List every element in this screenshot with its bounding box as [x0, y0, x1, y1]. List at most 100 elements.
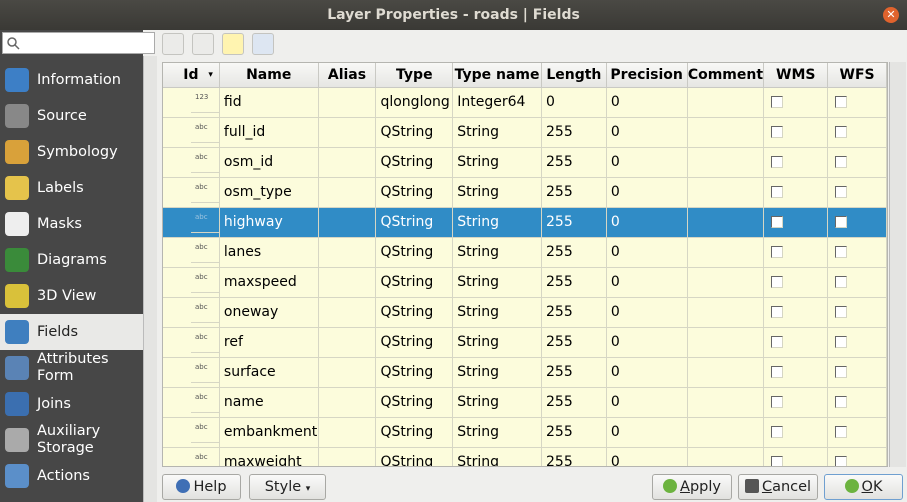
field-type-icon: abc [191, 238, 219, 263]
sidebar-item[interactable]: Attributes Form [0, 350, 143, 386]
checkbox[interactable]: ✓ [771, 366, 784, 378]
checkbox[interactable]: ✓ [771, 336, 784, 348]
checkbox[interactable]: ✓ [835, 96, 848, 108]
sidebar-item[interactable]: Joins [0, 386, 143, 422]
table-scrollbar[interactable] [889, 62, 906, 467]
table-cell: abc2 [163, 148, 220, 178]
table-row[interactable]: 1230fid qlonglong Integer64 0 0 ✓ ✓ [163, 88, 887, 118]
checkbox[interactable]: ✓ [771, 426, 784, 438]
checkbox[interactable]: ✓ [835, 186, 848, 198]
help-button[interactable]: Help [162, 474, 241, 500]
checkbox[interactable]: ✓ [771, 276, 784, 288]
table-row[interactable]: abc12maxweight QString String 255 0 ✓ ✓ [163, 448, 887, 467]
table-cell [687, 358, 765, 388]
checkbox[interactable]: ✓ [771, 396, 784, 408]
column-header[interactable]: Alias [319, 63, 377, 87]
column-header[interactable]: Comment [688, 63, 765, 87]
checkbox[interactable]: ✓ [835, 216, 848, 228]
checkbox[interactable]: ✓ [771, 126, 784, 138]
cancel-button[interactable]: Cancel [738, 474, 818, 500]
sidebar-item[interactable]: 3D View [0, 278, 143, 314]
cell-text: 255 [546, 274, 573, 290]
checkbox[interactable]: ✓ [835, 426, 848, 438]
table-row[interactable]: abc8ref QString String 255 0 ✓ ✓ [163, 328, 887, 358]
checkbox[interactable]: ✓ [771, 246, 784, 258]
sidebar-item[interactable]: Symbology [0, 134, 143, 170]
sidebar-scrollbar[interactable] [143, 56, 157, 502]
checkbox[interactable]: ✓ [771, 156, 784, 168]
table-row[interactable]: abc7oneway QString String 255 0 ✓ ✓ [163, 298, 887, 328]
toolbar-button[interactable] [162, 33, 184, 55]
ok-button[interactable]: OK [824, 474, 903, 500]
checkbox[interactable]: ✓ [835, 456, 848, 466]
sidebar-item[interactable]: Source [0, 98, 143, 134]
table-cell: ✓ [764, 88, 829, 118]
table-row[interactable]: abc4highway QString String 255 0 ✓ ✓ [163, 208, 887, 238]
table-cell: QString [376, 148, 454, 178]
column-header[interactable]: Name [220, 63, 319, 87]
cell-text: QString [380, 454, 434, 467]
checkbox[interactable]: ✓ [835, 246, 848, 258]
sidebar-label: Diagrams [37, 251, 107, 268]
sidebar-item[interactable]: Labels [0, 170, 143, 206]
table-cell: 0 [606, 418, 688, 448]
table-row[interactable]: abc9surface QString String 255 0 ✓ ✓ [163, 358, 887, 388]
table-cell: QString [376, 268, 454, 298]
checkbox[interactable]: ✓ [835, 396, 848, 408]
sidebar-item[interactable]: Masks [0, 206, 143, 242]
column-header[interactable]: Type [376, 63, 454, 87]
sidebar-label: Labels [37, 179, 84, 196]
toolbar-button[interactable] [252, 33, 274, 55]
table-cell: ✓ [828, 358, 887, 388]
table-cell: abc11 [163, 418, 220, 448]
sidebar-item[interactable]: Actions [0, 458, 143, 494]
checkbox[interactable]: ✓ [835, 366, 848, 378]
column-header[interactable]: Precision [607, 63, 688, 87]
sidebar-item[interactable]: Information [0, 62, 143, 98]
table-row[interactable]: abc5lanes QString String 255 0 ✓ ✓ [163, 238, 887, 268]
table-row[interactable]: abc2osm_id QString String 255 0 ✓ ✓ [163, 148, 887, 178]
sidebar-icon [5, 392, 29, 416]
cell-text: 255 [546, 184, 573, 200]
table-cell [318, 328, 377, 358]
cell-text: maxspeed [223, 274, 297, 290]
column-header[interactable]: Id ▾ [163, 63, 220, 87]
table-cell: ✓ [828, 418, 887, 448]
column-header[interactable]: Type name [453, 63, 542, 87]
sidebar-item[interactable]: Diagrams [0, 242, 143, 278]
apply-button[interactable]: Apply [652, 474, 732, 500]
table-cell: 255 [542, 268, 607, 298]
column-header[interactable]: Length [542, 63, 607, 87]
search-box[interactable] [2, 32, 155, 54]
column-header[interactable]: WMS [764, 63, 829, 87]
table-cell: 0 [606, 388, 688, 418]
table-row[interactable]: abc3osm_type QString String 255 0 ✓ ✓ [163, 178, 887, 208]
checkbox[interactable]: ✓ [771, 186, 784, 198]
sidebar-item[interactable]: Auxiliary Storage [0, 422, 143, 458]
checkbox[interactable]: ✓ [835, 276, 848, 288]
column-header[interactable]: WFS [828, 63, 887, 87]
table-cell: ✓ [764, 208, 829, 238]
checkbox[interactable]: ✓ [771, 96, 784, 108]
checkbox[interactable]: ✓ [835, 306, 848, 318]
sidebar-item[interactable]: Fields [0, 314, 143, 350]
close-button[interactable]: ✕ [883, 7, 899, 23]
style-button[interactable]: Style ▾ [249, 474, 326, 500]
checkbox[interactable]: ✓ [835, 156, 848, 168]
checkbox[interactable]: ✓ [771, 456, 784, 466]
checkbox[interactable]: ✓ [771, 216, 784, 228]
checkbox[interactable]: ✓ [835, 336, 848, 348]
toolbar-button[interactable] [222, 33, 244, 55]
table-cell: 255 [542, 178, 607, 208]
cell-text: 0 [610, 364, 620, 380]
table-cell: ✓ [828, 298, 887, 328]
table-row[interactable]: abc6maxspeed QString String 255 0 ✓ ✓ [163, 268, 887, 298]
table-cell: ✓ [764, 238, 829, 268]
table-row[interactable]: abc11embankment QString String 255 0 ✓ ✓ [163, 418, 887, 448]
table-row[interactable]: abc10name QString String 255 0 ✓ ✓ [163, 388, 887, 418]
field-type-icon: abc [191, 328, 219, 353]
toolbar-button[interactable] [192, 33, 214, 55]
checkbox[interactable]: ✓ [835, 126, 848, 138]
table-row[interactable]: abc1full_id QString String 255 0 ✓ ✓ [163, 118, 887, 148]
checkbox[interactable]: ✓ [771, 306, 784, 318]
